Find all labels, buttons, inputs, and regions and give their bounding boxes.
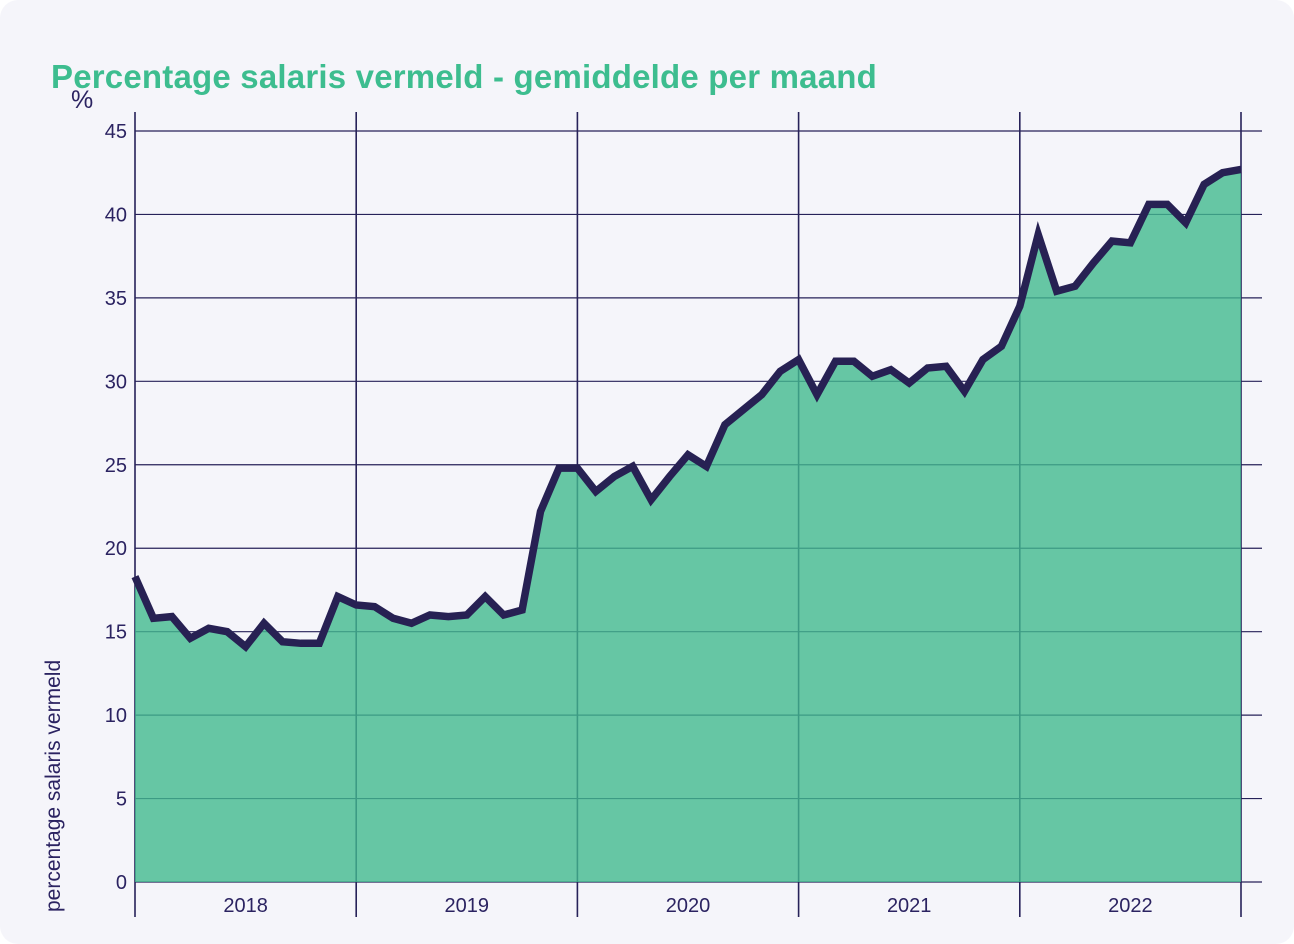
y-tick-label-40: 40 — [105, 204, 127, 226]
y-tick-label-15: 15 — [105, 622, 127, 644]
x-year-label-2021: 2021 — [887, 895, 932, 917]
y-tick-label-45: 45 — [105, 121, 127, 143]
x-year-label-2020: 2020 — [666, 895, 711, 917]
y-tick-label-30: 30 — [105, 371, 127, 393]
data-line — [131, 165, 1242, 653]
y-tick-label-5: 5 — [116, 789, 127, 811]
area-fill — [135, 169, 1241, 882]
y-tick-label-25: 25 — [105, 455, 127, 477]
y-axis-unit-label: % — [71, 86, 94, 114]
y-tick-label-35: 35 — [105, 288, 127, 310]
x-year-label-2019: 2019 — [445, 895, 490, 917]
y-tick-label-0: 0 — [116, 872, 127, 894]
y-tick-label-10: 10 — [105, 705, 127, 727]
x-year-label-2018: 2018 — [223, 895, 268, 917]
x-year-label-2022: 2022 — [1108, 895, 1153, 917]
chart-title: Percentage salaris vermeld - gemiddelde … — [51, 58, 877, 96]
y-tick-label-20: 20 — [105, 538, 127, 560]
